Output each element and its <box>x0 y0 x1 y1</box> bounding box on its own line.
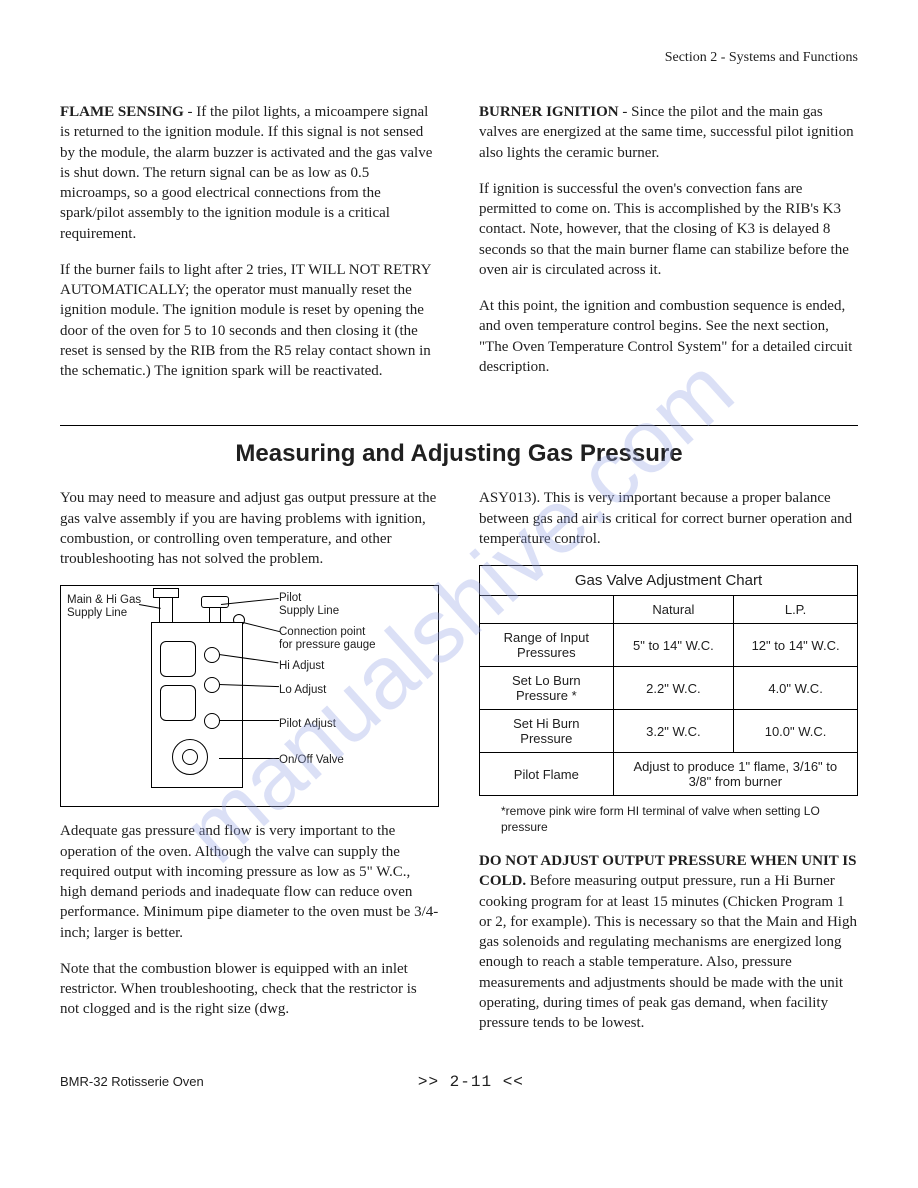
flame-sensing-para: FLAME SENSING - If the pilot lights, a m… <box>60 102 439 244</box>
pilot-adjust-label: Pilot Adjust <box>279 718 336 731</box>
top-right-col: BURNER IGNITION - Since the pilot and th… <box>479 102 858 397</box>
bottom-columns: You may need to measure and adjust gas o… <box>60 488 858 1049</box>
adequate-para: Adequate gas pressure and flow is very i… <box>60 821 439 943</box>
chart-cell: 2.2" W.C. <box>613 667 734 710</box>
bottom-left-col: You may need to measure and adjust gas o… <box>60 488 439 1049</box>
k3-para: If ignition is successful the oven's con… <box>479 179 858 280</box>
bottom-right-col: ASY013). This is very important because … <box>479 488 858 1049</box>
chart-col-natural: Natural <box>613 596 734 624</box>
flame-sensing-body: - If the pilot lights, a micoampere sign… <box>60 104 432 242</box>
lo-adjust-label: Lo Adjust <box>279 684 326 697</box>
chart-blank-header <box>480 596 614 624</box>
cold-warning-body: Before measuring output pressure, run a … <box>479 873 857 1031</box>
valve-body <box>151 622 243 788</box>
cold-warning-para: DO NOT ADJUST OUTPUT PRESSURE WHEN UNIT … <box>479 851 858 1033</box>
pilot-supply-label: Pilot Supply Line <box>279 592 339 617</box>
chart-row-label: Set Hi Burn Pressure <box>480 710 614 753</box>
page-footer: BMR-32 Rotisserie Oven >> 2-11 << <box>60 1073 858 1091</box>
top-left-col: FLAME SENSING - If the pilot lights, a m… <box>60 102 439 397</box>
connection-label: Connection point for pressure gauge <box>279 626 376 651</box>
measure-intro-para: You may need to measure and adjust gas o… <box>60 488 439 569</box>
chart-row-label: Pilot Flame <box>480 753 614 796</box>
chart-cell: 3.2" W.C. <box>613 710 734 753</box>
restrictor-para: Note that the combustion blower is equip… <box>60 959 439 1020</box>
top-columns: FLAME SENSING - If the pilot lights, a m… <box>60 102 858 397</box>
section-title: Measuring and Adjusting Gas Pressure <box>60 440 858 468</box>
chart-cell: 12" to 14" W.C. <box>734 624 858 667</box>
chart-cell: 10.0" W.C. <box>734 710 858 753</box>
retry-para: If the burner fails to light after 2 tri… <box>60 260 439 382</box>
main-hi-label: Main & Hi Gas Supply Line <box>67 594 145 619</box>
chart-row-label: Range of Input Pressures <box>480 624 614 667</box>
asy013-para: ASY013). This is very important because … <box>479 488 858 549</box>
footer-pagenum: >> 2-11 << <box>204 1073 738 1091</box>
chart-row-label: Set Lo Burn Pressure * <box>480 667 614 710</box>
chart-footnote: *remove pink wire form HI terminal of va… <box>501 804 858 835</box>
chart-title-cell: Gas Valve Adjustment Chart <box>480 566 858 596</box>
onoff-label: On/Off Valve <box>279 754 344 767</box>
hi-adjust-label: Hi Adjust <box>279 660 324 673</box>
gas-valve-chart: Gas Valve Adjustment Chart Natural L.P. … <box>479 565 858 796</box>
section-header: Section 2 - Systems and Functions <box>60 50 858 66</box>
footer-title: BMR-32 Rotisserie Oven <box>60 1074 204 1089</box>
burner-ignition-para: BURNER IGNITION - Since the pilot and th… <box>479 102 858 163</box>
chart-col-lp: L.P. <box>734 596 858 624</box>
gas-valve-diagram: Main & Hi Gas Supply Line Pilot Supply L… <box>60 585 439 807</box>
sequence-end-para: At this point, the ignition and combusti… <box>479 296 858 377</box>
chart-pilot-cell: Adjust to produce 1" flame, 3/16" to 3/8… <box>613 753 857 796</box>
chart-cell: 4.0" W.C. <box>734 667 858 710</box>
flame-sensing-lead: FLAME SENSING <box>60 104 184 120</box>
divider-rule <box>60 425 858 426</box>
burner-ignition-lead: BURNER IGNITION <box>479 104 619 120</box>
chart-cell: 5" to 14" W.C. <box>613 624 734 667</box>
